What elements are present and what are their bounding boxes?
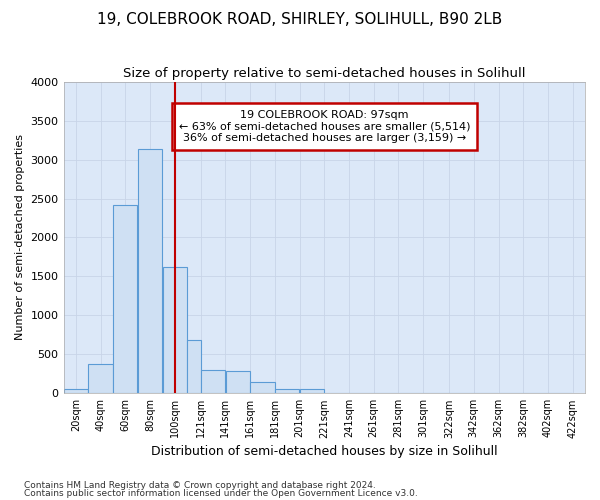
Text: 19, COLEBROOK ROAD, SHIRLEY, SOLIHULL, B90 2LB: 19, COLEBROOK ROAD, SHIRLEY, SOLIHULL, B… <box>97 12 503 28</box>
X-axis label: Distribution of semi-detached houses by size in Solihull: Distribution of semi-detached houses by … <box>151 444 497 458</box>
Bar <box>187 340 200 394</box>
Bar <box>226 370 250 394</box>
Title: Size of property relative to semi-detached houses in Solihull: Size of property relative to semi-detach… <box>123 68 526 80</box>
Bar <box>275 388 299 394</box>
Bar <box>250 382 275 394</box>
Text: 19 COLEBROOK ROAD: 97sqm
← 63% of semi-detached houses are smaller (5,514)
36% o: 19 COLEBROOK ROAD: 97sqm ← 63% of semi-d… <box>179 110 470 143</box>
Bar <box>300 389 324 394</box>
Bar <box>138 150 162 394</box>
Y-axis label: Number of semi-detached properties: Number of semi-detached properties <box>15 134 25 340</box>
Bar <box>64 390 88 394</box>
Bar <box>113 205 137 394</box>
Bar <box>163 267 187 394</box>
Text: Contains HM Land Registry data © Crown copyright and database right 2024.: Contains HM Land Registry data © Crown c… <box>24 480 376 490</box>
Bar <box>201 370 225 394</box>
Text: Contains public sector information licensed under the Open Government Licence v3: Contains public sector information licen… <box>24 489 418 498</box>
Bar <box>88 364 113 394</box>
